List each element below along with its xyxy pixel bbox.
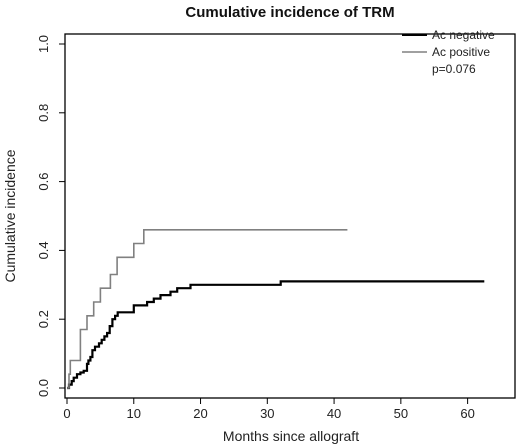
y-tick-label: 0.2 (36, 310, 51, 328)
legend-label-ac-negative: Ac negative (432, 28, 495, 42)
y-tick-label: 0.4 (36, 241, 51, 259)
y-tick-label: 0.8 (36, 104, 51, 122)
y-tick-label: 0.0 (36, 379, 51, 397)
y-axis-label: Cumulative incidence (2, 149, 18, 282)
legend-label-ac-positive: Ac positive (432, 45, 490, 59)
x-tick-label: 30 (260, 406, 274, 421)
legend: Ac negative Ac positive p=0.076 (402, 28, 495, 76)
x-axis: 0 10 20 30 40 50 60 (63, 398, 475, 421)
plot-frame (64, 33, 516, 399)
x-tick-label: 20 (193, 406, 207, 421)
x-axis-label: Months since allograft (223, 428, 359, 444)
series-layer (67, 229, 485, 390)
series-line-ac-negative (67, 280, 485, 390)
x-tick-label: 50 (394, 406, 408, 421)
x-tick-label: 60 (460, 406, 474, 421)
x-tick-label: 10 (127, 406, 141, 421)
x-tick-label: 40 (327, 406, 341, 421)
y-tick-label: 0.6 (36, 173, 51, 191)
series-line-ac-positive (67, 229, 348, 389)
x-tick-label: 0 (63, 406, 70, 421)
y-axis: 0.0 0.2 0.4 0.6 0.8 1.0 (36, 35, 65, 397)
p-value-annotation: p=0.076 (432, 62, 476, 76)
y-tick-label: 1.0 (36, 35, 51, 53)
chart-title: Cumulative incidence of TRM (185, 4, 394, 21)
